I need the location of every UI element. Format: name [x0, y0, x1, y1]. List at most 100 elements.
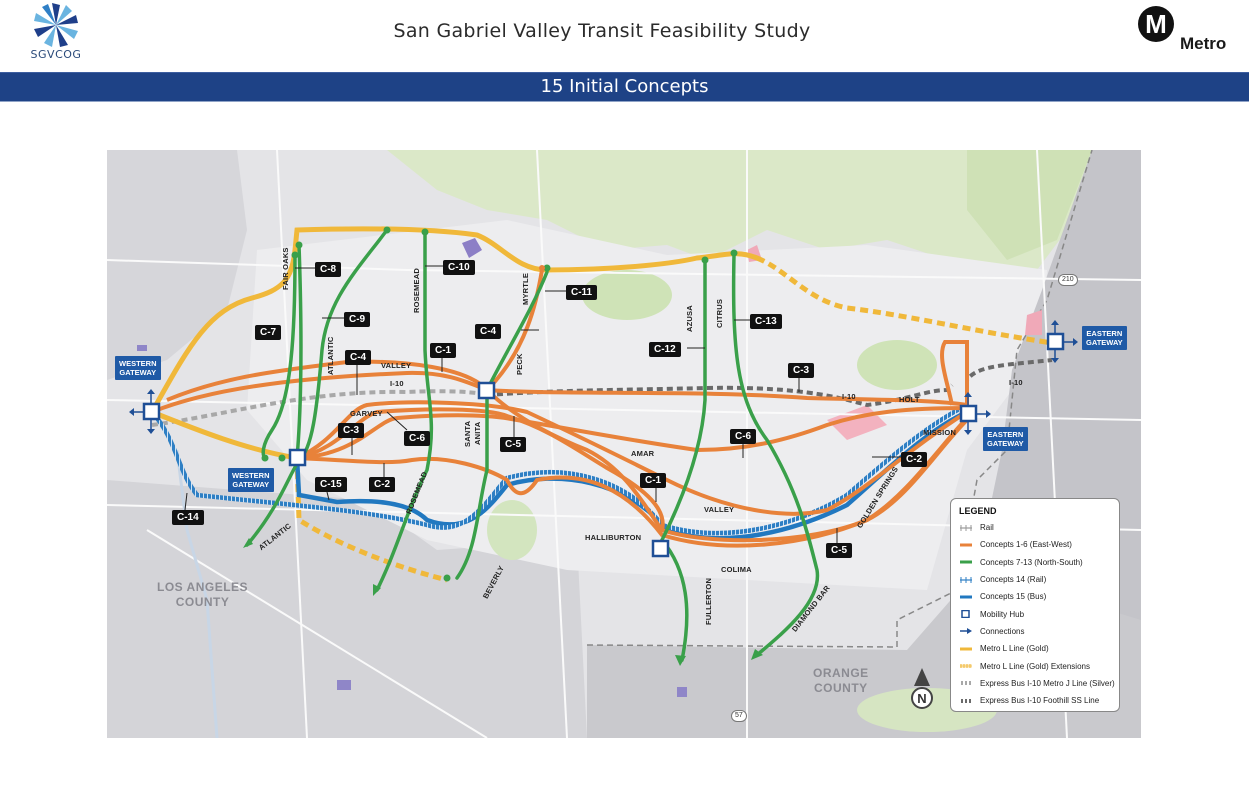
mobility-hub-eastern-mission	[959, 392, 991, 435]
street-label: VALLEY	[704, 505, 735, 514]
gateway-label-line1: EASTERN	[987, 430, 1024, 439]
street-label: I-10	[390, 379, 404, 388]
street-label: I-10	[842, 392, 856, 401]
legend-arrow-swatch-icon	[959, 627, 973, 635]
street-label: I-10	[1009, 378, 1023, 387]
street-label: ATLANTIC	[326, 336, 335, 375]
legend-item-label: Connections	[980, 626, 1025, 636]
concept-tag-c-14[interactable]: C-14	[172, 510, 204, 525]
street-label: FULLERTON	[704, 577, 713, 625]
county-label: LOS ANGELES COUNTY	[157, 580, 248, 610]
sgvcog-starburst-icon	[34, 3, 78, 47]
section-banner: 15 Initial Concepts	[0, 72, 1249, 102]
gateway-label: WESTERN GATEWAY	[115, 356, 161, 380]
street-label: VALLEY	[381, 361, 412, 370]
legend-item: Concepts 1-6 (East-West)	[959, 536, 1111, 553]
legend-item: Concepts 15 (Bus)	[959, 588, 1111, 605]
street-label: AZUSA	[685, 305, 694, 332]
concept-tag-c-6[interactable]: C-6	[730, 429, 757, 444]
county-name-line1: ORANGE	[813, 666, 869, 680]
gateway-label-line2: GATEWAY	[987, 439, 1024, 448]
legend-rail-swatch-icon	[959, 576, 973, 584]
gateway-label-line1: WESTERN	[232, 471, 270, 480]
street-label: GARVEY	[350, 409, 383, 418]
street-label: MYRTLE	[521, 272, 530, 305]
concept-tag-c-4[interactable]: C-4	[345, 350, 372, 365]
legend-item-label: Concepts 7-13 (North-South)	[980, 557, 1083, 567]
legend-item: Rail	[959, 519, 1111, 536]
concept-tag-c-5[interactable]: C-5	[826, 543, 853, 558]
legend-dotted-swatch-icon	[959, 679, 973, 687]
legend-item: Concepts 7-13 (North-South)	[959, 554, 1111, 571]
north-arrow: N	[909, 668, 935, 712]
concept-tag-c-10[interactable]: C-10	[443, 260, 475, 275]
legend-item-label: Express Bus I-10 Metro J Line (Silver)	[980, 678, 1115, 688]
slide-header: SGVCOG San Gabriel Valley Transit Feasib…	[0, 0, 1249, 72]
street-label: PECK	[515, 353, 524, 375]
street-label: HOLT	[899, 395, 920, 404]
mobility-hub-santa-anita	[477, 381, 496, 400]
gateway-label-line1: WESTERN	[119, 359, 157, 368]
legend-item: Express Bus I-10 Foothill SS Line	[959, 692, 1111, 709]
concept-tag-c-4[interactable]: C-4	[475, 324, 502, 339]
gateway-label-line2: GATEWAY	[232, 480, 270, 489]
street-label: AMAR	[631, 449, 655, 458]
street-label: MISSION	[923, 428, 957, 437]
sgvcog-logo: SGVCOG	[18, 2, 94, 66]
page-title: San Gabriel Valley Transit Feasibility S…	[393, 20, 811, 42]
metro-m-icon: M	[1138, 6, 1174, 42]
concept-tag-c-8[interactable]: C-8	[315, 262, 342, 277]
county-name-line1: LOS ANGELES	[157, 580, 249, 594]
mobility-hub-halliburton	[651, 539, 670, 558]
concept-tag-c-2[interactable]: C-2	[901, 452, 928, 467]
legend-bar-swatch-icon	[959, 541, 973, 549]
mobility-hub-eastern-foothill	[1046, 320, 1078, 363]
route-shield-icon: 210	[1058, 274, 1078, 286]
concept-tag-c-12[interactable]: C-12	[649, 342, 681, 357]
gateway-label-line1: EASTERN	[1086, 329, 1123, 338]
legend-item-label: Metro L Line (Gold) Extensions	[980, 661, 1090, 671]
concept-tag-c-7[interactable]: C-7	[255, 325, 282, 340]
legend-item-label: Express Bus I-10 Foothill SS Line	[980, 696, 1100, 706]
legend-rail-swatch-icon	[959, 524, 973, 532]
legend-item-label: Concepts 15 (Bus)	[980, 592, 1047, 602]
legend-item: Connections	[959, 623, 1111, 640]
legend-item-label: Rail	[980, 523, 994, 533]
concept-tag-c-1[interactable]: C-1	[640, 473, 667, 488]
concept-tag-c-3[interactable]: C-3	[788, 363, 815, 378]
concept-tag-c-1[interactable]: C-1	[430, 343, 457, 358]
concept-tag-c-3[interactable]: C-3	[338, 423, 365, 438]
legend-item-label: Concepts 1-6 (East-West)	[980, 540, 1072, 550]
street-label: HALLIBURTON	[585, 533, 642, 542]
street-label: ROSEMEAD	[412, 268, 421, 313]
street-label: CITRUS	[715, 298, 724, 328]
mobility-hubs-layer	[129, 320, 1078, 558]
gateway-label: WESTERN GATEWAY	[228, 468, 274, 492]
street-label: ANITA	[473, 421, 482, 445]
legend-item-label: Mobility Hub	[980, 609, 1025, 619]
gateway-label: EASTERN GATEWAY	[983, 427, 1028, 451]
concept-tag-c-11[interactable]: C-11	[566, 285, 598, 300]
mobility-hub-western-2	[288, 448, 307, 467]
legend-item: Mobility Hub	[959, 605, 1111, 622]
gateway-label-line2: GATEWAY	[1086, 338, 1123, 347]
concept-tag-c-9[interactable]: C-9	[344, 312, 371, 327]
legend-hub-swatch-icon	[959, 610, 973, 619]
legend-dotted-swatch-icon	[959, 697, 973, 705]
street-label: SANTA	[463, 420, 472, 447]
concept-tag-c-13[interactable]: C-13	[750, 314, 782, 329]
concept-tag-c-15[interactable]: C-15	[315, 477, 347, 492]
street-label: FAIR OAKS	[281, 247, 290, 290]
legend-bar-swatch-icon	[959, 645, 973, 653]
legend-item: Express Bus I-10 Metro J Line (Silver)	[959, 675, 1115, 692]
legend-item-label: Metro L Line (Gold)	[980, 644, 1049, 654]
county-name-line2: COUNTY	[175, 595, 230, 609]
legend-title: LEGEND	[959, 506, 997, 516]
concept-tag-c-2[interactable]: C-2	[369, 477, 396, 492]
concept-tag-c-5[interactable]: C-5	[500, 437, 527, 452]
svg-text:N: N	[917, 691, 926, 706]
concept-tag-c-6[interactable]: C-6	[404, 431, 431, 446]
legend-bar-swatch-icon	[959, 558, 973, 566]
metro-logo: M Metro	[1136, 4, 1241, 64]
transit-concepts-map[interactable]: C-1 C-1 C-2 C-2 C-3 C-3 C-4 C-4 C-5 C-5 C-6 C-6 C-7 C…	[107, 150, 1141, 738]
